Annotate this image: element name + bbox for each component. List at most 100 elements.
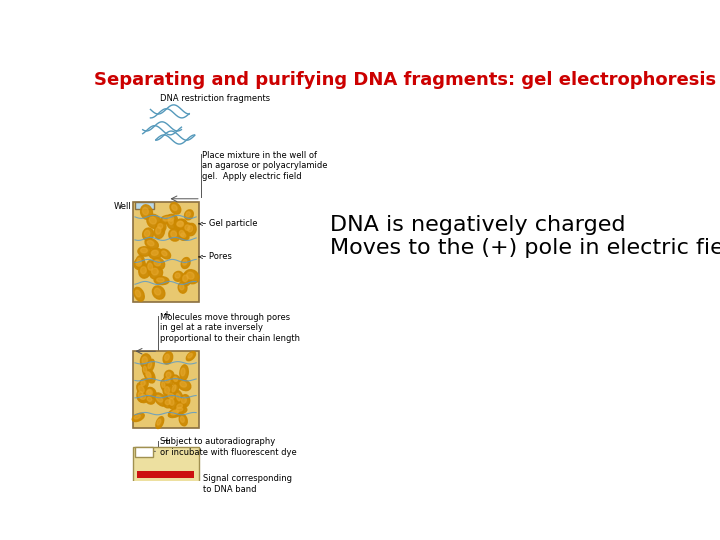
Ellipse shape bbox=[186, 352, 196, 361]
Ellipse shape bbox=[179, 231, 189, 240]
Ellipse shape bbox=[181, 233, 186, 238]
Ellipse shape bbox=[171, 411, 178, 415]
Ellipse shape bbox=[154, 224, 165, 239]
Ellipse shape bbox=[145, 395, 155, 404]
Text: – Gel particle: – Gel particle bbox=[199, 219, 257, 228]
Ellipse shape bbox=[178, 380, 191, 390]
Ellipse shape bbox=[145, 372, 151, 379]
Ellipse shape bbox=[181, 397, 186, 403]
Ellipse shape bbox=[142, 356, 148, 364]
Ellipse shape bbox=[161, 215, 175, 224]
Ellipse shape bbox=[174, 377, 177, 381]
Ellipse shape bbox=[146, 260, 156, 274]
Ellipse shape bbox=[138, 393, 149, 403]
Ellipse shape bbox=[149, 266, 163, 279]
Ellipse shape bbox=[147, 372, 150, 377]
Ellipse shape bbox=[137, 258, 141, 264]
Ellipse shape bbox=[145, 239, 158, 249]
Ellipse shape bbox=[170, 202, 181, 214]
Ellipse shape bbox=[156, 417, 163, 429]
Ellipse shape bbox=[166, 372, 171, 377]
Ellipse shape bbox=[154, 393, 167, 406]
Ellipse shape bbox=[163, 217, 171, 221]
Ellipse shape bbox=[186, 212, 190, 217]
Ellipse shape bbox=[137, 383, 148, 397]
Ellipse shape bbox=[166, 215, 176, 229]
Ellipse shape bbox=[151, 250, 158, 255]
Ellipse shape bbox=[165, 400, 171, 404]
Text: Well: Well bbox=[113, 202, 131, 211]
Ellipse shape bbox=[147, 214, 161, 228]
Ellipse shape bbox=[162, 251, 167, 256]
Text: Subject to autoradiography
or incubate with fluorescent dye: Subject to autoradiography or incubate w… bbox=[160, 437, 297, 457]
Ellipse shape bbox=[179, 284, 184, 290]
Ellipse shape bbox=[135, 290, 140, 297]
Text: Moves to the (+) pole in electric field: Moves to the (+) pole in electric field bbox=[330, 238, 720, 258]
Ellipse shape bbox=[168, 409, 183, 417]
Ellipse shape bbox=[185, 225, 190, 231]
Text: Signal corresponding
to DNA band: Signal corresponding to DNA band bbox=[203, 475, 292, 494]
Ellipse shape bbox=[164, 370, 174, 381]
Ellipse shape bbox=[139, 264, 150, 278]
Ellipse shape bbox=[153, 286, 165, 299]
Ellipse shape bbox=[183, 275, 188, 281]
Ellipse shape bbox=[174, 272, 183, 281]
Ellipse shape bbox=[140, 354, 151, 368]
Ellipse shape bbox=[181, 273, 192, 286]
FancyBboxPatch shape bbox=[132, 448, 199, 524]
Ellipse shape bbox=[180, 382, 186, 387]
Ellipse shape bbox=[172, 375, 180, 384]
Ellipse shape bbox=[168, 229, 180, 241]
Ellipse shape bbox=[149, 248, 163, 259]
Bar bbox=[138, 470, 194, 478]
Ellipse shape bbox=[186, 224, 196, 235]
Ellipse shape bbox=[148, 263, 153, 270]
Ellipse shape bbox=[177, 221, 184, 227]
Text: +: + bbox=[161, 309, 170, 320]
Ellipse shape bbox=[161, 380, 168, 391]
Ellipse shape bbox=[163, 384, 173, 398]
Ellipse shape bbox=[166, 392, 179, 402]
Ellipse shape bbox=[156, 222, 166, 232]
Ellipse shape bbox=[140, 267, 146, 274]
Ellipse shape bbox=[156, 227, 161, 234]
Ellipse shape bbox=[140, 379, 148, 389]
Ellipse shape bbox=[145, 387, 156, 398]
Ellipse shape bbox=[165, 354, 169, 360]
Ellipse shape bbox=[134, 287, 144, 301]
Ellipse shape bbox=[168, 396, 178, 409]
Ellipse shape bbox=[179, 231, 184, 237]
Text: Place mixture in the well of
an agarose or polyacrylamide
gel.  Apply electric f: Place mixture in the well of an agarose … bbox=[202, 151, 328, 181]
Ellipse shape bbox=[141, 381, 145, 386]
Text: Separating and purifying DNA fragments: gel electrophoresis: Separating and purifying DNA fragments: … bbox=[94, 71, 716, 89]
Ellipse shape bbox=[146, 390, 151, 395]
Ellipse shape bbox=[145, 231, 150, 237]
Ellipse shape bbox=[143, 363, 149, 376]
Ellipse shape bbox=[188, 353, 192, 358]
Ellipse shape bbox=[152, 258, 165, 270]
Ellipse shape bbox=[183, 223, 193, 234]
Ellipse shape bbox=[175, 219, 188, 231]
Ellipse shape bbox=[184, 210, 194, 220]
Ellipse shape bbox=[165, 387, 170, 394]
Ellipse shape bbox=[138, 247, 151, 256]
Ellipse shape bbox=[147, 359, 154, 372]
Ellipse shape bbox=[140, 394, 145, 400]
Ellipse shape bbox=[143, 207, 148, 215]
Ellipse shape bbox=[171, 382, 179, 396]
Bar bbox=[132, 351, 199, 428]
Ellipse shape bbox=[181, 258, 190, 268]
Ellipse shape bbox=[132, 413, 144, 422]
Ellipse shape bbox=[161, 382, 165, 388]
Ellipse shape bbox=[156, 395, 163, 402]
Ellipse shape bbox=[135, 415, 140, 419]
Ellipse shape bbox=[181, 368, 185, 376]
Ellipse shape bbox=[147, 397, 152, 401]
Text: Molecules move through pores
in gel at a rate inversely
proportional to their ch: Molecules move through pores in gel at a… bbox=[160, 313, 300, 342]
Ellipse shape bbox=[176, 221, 183, 226]
Ellipse shape bbox=[180, 365, 189, 380]
Ellipse shape bbox=[176, 394, 180, 401]
Ellipse shape bbox=[174, 220, 187, 229]
Ellipse shape bbox=[137, 389, 146, 402]
Ellipse shape bbox=[178, 228, 188, 240]
